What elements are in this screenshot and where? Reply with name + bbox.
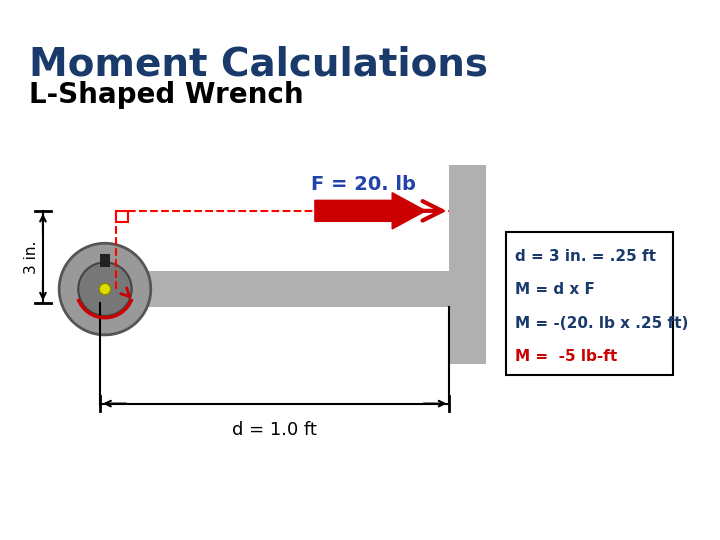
Text: M =  -5 lb-ft: M = -5 lb-ft [516,349,618,364]
Bar [449,307,486,365]
Text: L-Shaped Wrench: L-Shaped Wrench [29,81,303,109]
Text: d = 3 in. = .25 ft: d = 3 in. = .25 ft [516,249,656,264]
Text: M = -(20. lb x .25 ft): M = -(20. lb x .25 ft) [516,316,688,331]
Text: Moment Calculations: Moment Calculations [29,46,487,84]
Circle shape [99,284,111,295]
Text: d = 1.0 ft: d = 1.0 ft [233,421,318,439]
Bar [114,271,467,307]
Text: F = 20. lb: F = 20. lb [310,174,415,194]
Circle shape [59,244,150,335]
Text: 3 in.: 3 in. [24,240,39,274]
Bar [117,211,128,222]
FancyArrow shape [315,193,426,229]
Circle shape [78,262,132,316]
Bar [100,254,109,267]
Bar [505,232,672,375]
Text: M = d x F: M = d x F [516,282,595,298]
Bar [449,165,486,307]
